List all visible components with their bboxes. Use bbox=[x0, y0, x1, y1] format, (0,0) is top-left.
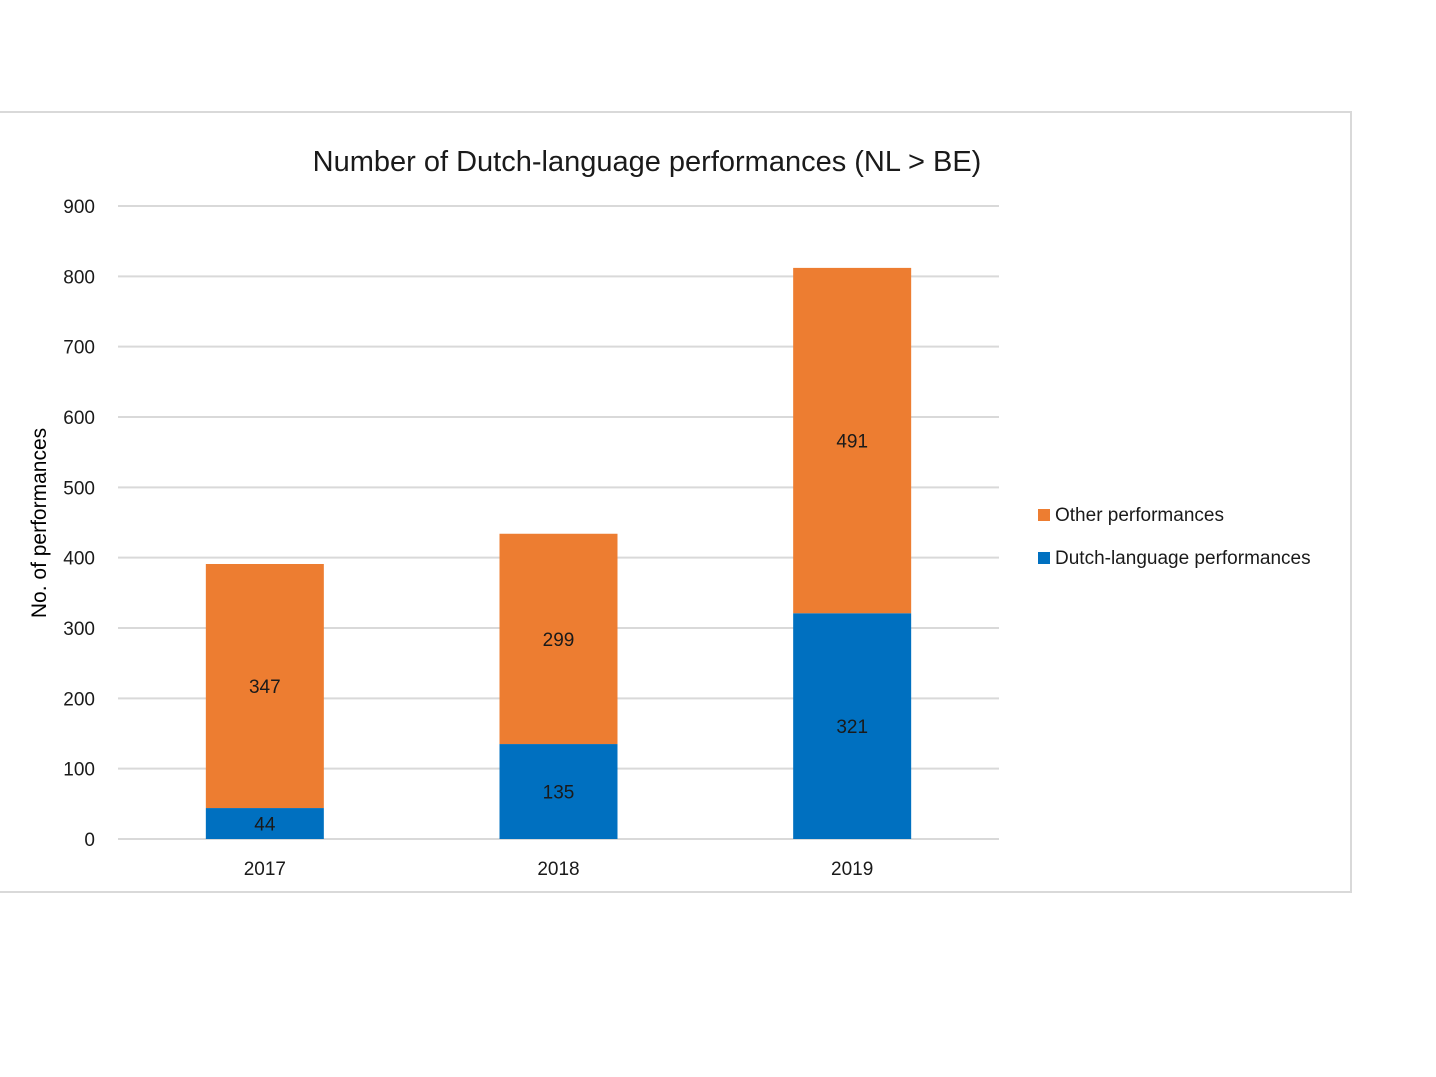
x-tick-label: 2019 bbox=[831, 859, 873, 880]
bar-segment bbox=[205, 563, 324, 809]
y-tick-label: 300 bbox=[63, 619, 95, 640]
y-axis-label: No. of performances bbox=[28, 428, 51, 618]
data-label: 135 bbox=[543, 783, 575, 804]
y-tick-label: 700 bbox=[63, 338, 95, 359]
data-label: 321 bbox=[836, 717, 868, 738]
legend-label: Dutch-language performances bbox=[1055, 548, 1311, 569]
y-tick-label: 800 bbox=[63, 267, 95, 288]
x-tick-label: 2017 bbox=[244, 859, 286, 880]
y-axis-ticks: 0 100 200 300 400 500 600 700 800 900 bbox=[63, 197, 95, 851]
bar-segment bbox=[793, 613, 912, 839]
y-tick-label: 0 bbox=[84, 830, 95, 851]
y-tick-label: 400 bbox=[63, 549, 95, 570]
data-labels: 44 347 135 299 321 491 bbox=[249, 432, 868, 836]
bar-segment bbox=[205, 808, 324, 839]
y-tick-label: 100 bbox=[63, 760, 95, 781]
data-label: 44 bbox=[254, 815, 276, 836]
chart-title: Number of Dutch-language performances (N… bbox=[313, 146, 982, 178]
bar-segment bbox=[499, 744, 618, 839]
data-label: 347 bbox=[249, 677, 281, 698]
chart-frame: Number of Dutch-language performances (N… bbox=[0, 111, 1352, 893]
bar-segment bbox=[793, 267, 912, 614]
y-tick-label: 200 bbox=[63, 689, 95, 710]
y-tick-label: 500 bbox=[63, 478, 95, 499]
stacked-bar-chart: Number of Dutch-language performances (N… bbox=[28, 146, 1311, 880]
data-label: 491 bbox=[836, 432, 868, 453]
y-tick-label: 900 bbox=[63, 197, 95, 218]
bars bbox=[205, 267, 912, 839]
legend-label: Other performances bbox=[1055, 505, 1224, 526]
y-tick-label: 600 bbox=[63, 408, 95, 429]
x-tick-label: 2018 bbox=[537, 859, 579, 880]
data-label: 299 bbox=[543, 630, 575, 651]
bar-segment bbox=[499, 533, 618, 745]
legend-swatch bbox=[1038, 552, 1050, 564]
legend: Other performances Dutch-language perform… bbox=[1038, 505, 1311, 569]
legend-swatch bbox=[1038, 509, 1050, 521]
x-axis-ticks: 2017 2018 2019 bbox=[244, 859, 874, 880]
